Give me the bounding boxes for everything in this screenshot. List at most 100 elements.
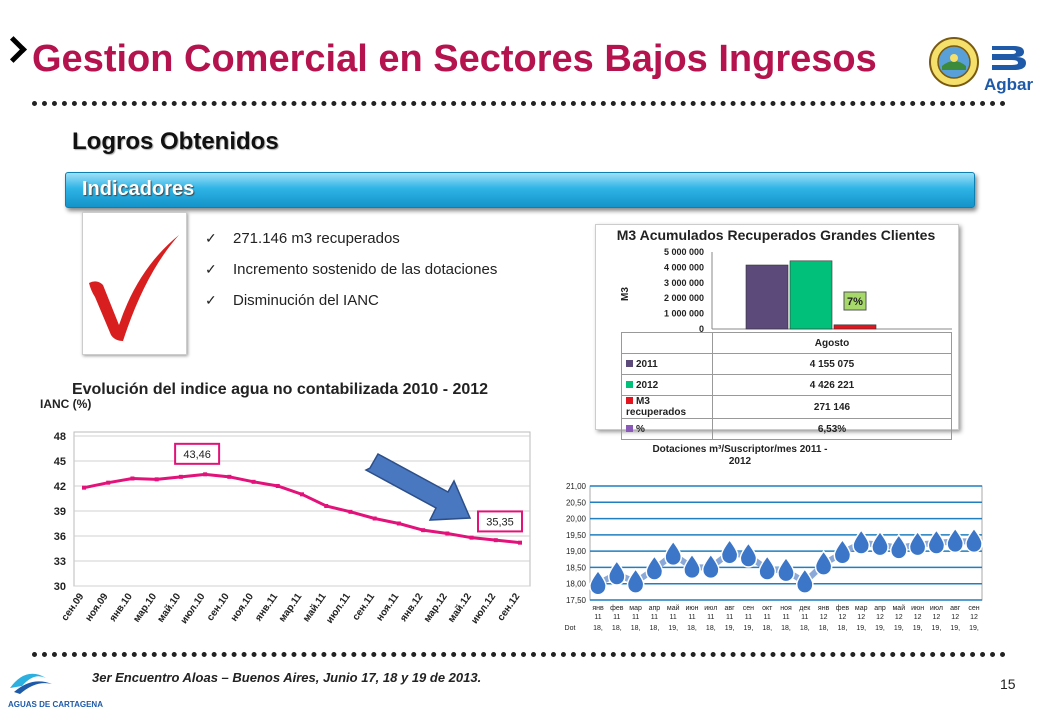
water-drop-marker — [946, 527, 965, 554]
data-point — [372, 516, 377, 521]
table-row: % 6,53% — [621, 418, 952, 440]
data-point — [130, 476, 135, 481]
data-point — [178, 474, 183, 479]
x-tick-label-year: 12 — [857, 614, 865, 621]
achievement-list: ✓ 271.146 m3 recuperados ✓ Incremento sost… — [205, 230, 497, 323]
water-drop-marker — [908, 530, 927, 557]
data-point — [300, 492, 304, 497]
x-tick-label-month: дек — [799, 605, 811, 612]
x-tick-label-year: 12 — [970, 614, 978, 621]
value-label: 19, — [875, 625, 885, 632]
x-tick-label: ноя.10 — [229, 591, 256, 624]
m3-data-table: Agosto 2011 4 155 075 2012 4 426 221 M3 … — [621, 332, 952, 440]
value-label: 19, — [668, 625, 678, 632]
value-label: 18, — [762, 625, 772, 632]
y-axis-label: M3 — [620, 287, 631, 301]
x-tick-label: ноя.11 — [374, 591, 401, 623]
x-tick-label-year: 12 — [914, 614, 922, 621]
x-tick-label-month: ноя — [780, 605, 792, 612]
x-tick-label-year: 11 — [801, 614, 808, 621]
data-point — [251, 479, 256, 484]
check-icon: ✓ — [205, 261, 217, 277]
y-tick-label: 20,50 — [566, 498, 587, 507]
water-drop-marker — [795, 567, 814, 594]
water-drop-marker — [889, 533, 908, 560]
water-drop-marker — [664, 540, 683, 567]
annotation-label-max: 43,46 — [183, 449, 211, 461]
x-tick-label-year: 11 — [745, 614, 752, 621]
water-drop-marker — [645, 554, 664, 581]
x-tick-label: мар.12 — [422, 591, 450, 625]
table-row: 2011 4 155 075 — [621, 353, 952, 375]
x-tick-label-year: 11 — [688, 614, 695, 621]
y-tick-label: 48 — [54, 431, 66, 443]
event-footer: 3er Encuentro Aloas – Buenos Aires, Juni… — [92, 670, 482, 685]
y-tick-label: 18,00 — [566, 580, 587, 589]
water-drop-marker — [607, 559, 626, 586]
x-tick-label-year: 11 — [594, 614, 601, 621]
annotation-label-last: 35,35 — [486, 516, 514, 528]
x-tick-label-month: сен — [968, 605, 979, 612]
trend-arrow-icon — [364, 452, 472, 521]
y-tick-label: 3 000 000 — [664, 278, 704, 288]
list-item: ✓ 271.146 m3 recuperados — [205, 230, 400, 247]
list-item: ✓ Disminución del IANC — [205, 292, 379, 309]
data-point — [518, 540, 522, 545]
y-tick-label: 1 000 000 — [664, 309, 704, 319]
value-label: 19, — [894, 625, 904, 632]
x-tick-label: июл.11 — [324, 591, 353, 626]
y-tick-label: 36 — [54, 531, 66, 543]
table-header: Agosto — [712, 332, 952, 354]
water-drop-marker — [589, 569, 607, 596]
value-label: 19, — [913, 625, 923, 632]
checkmark-icon — [89, 235, 179, 341]
value-label: 18, — [650, 625, 660, 632]
y-tick-label: 20,00 — [566, 515, 587, 524]
data-point — [445, 531, 450, 536]
ianc-y-axis-label: IANC (%) — [40, 397, 96, 411]
agbar-logo-text: Agbar — [984, 75, 1034, 94]
dotaciones-chart-title: Dotaciones m³/Suscriptor/mes 2011 - 2012 — [652, 444, 828, 467]
ianc-chart-title: Evolución del indice agua no contabiliza… — [71, 381, 489, 398]
y-tick-label: 45 — [54, 456, 66, 468]
section-title: Logros Obtenidos — [72, 128, 279, 155]
water-drop-marker — [814, 549, 833, 576]
x-tick-label-year: 11 — [726, 614, 733, 621]
x-tick-label-month: окт — [762, 605, 773, 612]
ianc-line-chart: 48454239363330сен.09ноя.09янв.10мар.10ма… — [54, 431, 531, 626]
y-tick-label: 0 — [699, 324, 704, 334]
value-label: 18, — [631, 625, 641, 632]
y-tick-label: 33 — [54, 556, 66, 568]
y-tick-label: 19,00 — [566, 547, 587, 556]
annotation-box-max — [174, 442, 221, 465]
water-drop-marker — [720, 538, 739, 565]
value-label: 19, — [744, 625, 754, 632]
x-tick-label-year: 12 — [933, 614, 941, 621]
water-drop-marker — [626, 567, 645, 594]
x-tick-label-month: янв — [592, 605, 604, 612]
indicators-banner-label: Indicadores — [82, 178, 195, 200]
table-cell — [621, 332, 713, 354]
data-point — [275, 484, 280, 488]
x-tick-label: мар.10 — [131, 591, 159, 625]
data-point — [348, 509, 353, 514]
aguas-de-cartagena-logo-text: AGUAS DE CARTAGENA — [8, 700, 103, 709]
m3-chart-title: M3 Acumulados Recuperados Grandes Client… — [616, 227, 936, 243]
data-point — [493, 538, 498, 543]
x-tick-label-month: апр — [874, 605, 886, 612]
x-tick-label-year: 12 — [820, 614, 828, 621]
x-tick-label: июл.12 — [469, 591, 498, 626]
check-icon: ✓ — [205, 292, 217, 308]
y-tick-label: 42 — [54, 481, 66, 493]
x-tick-label-year: 11 — [782, 614, 789, 621]
table-cell: 4 155 075 — [712, 353, 952, 375]
x-tick-label-month: фев — [836, 605, 850, 612]
annotation-box-last — [477, 510, 523, 533]
x-tick-label-month: июн — [911, 605, 924, 612]
data-point — [396, 521, 401, 526]
y-tick-label: 19,50 — [566, 531, 587, 540]
bar-m3-recuperados — [833, 324, 877, 330]
x-tick-label: сен.10 — [205, 591, 232, 623]
value-label: 18, — [706, 625, 716, 632]
y-tick-label: 21,00 — [566, 482, 587, 491]
